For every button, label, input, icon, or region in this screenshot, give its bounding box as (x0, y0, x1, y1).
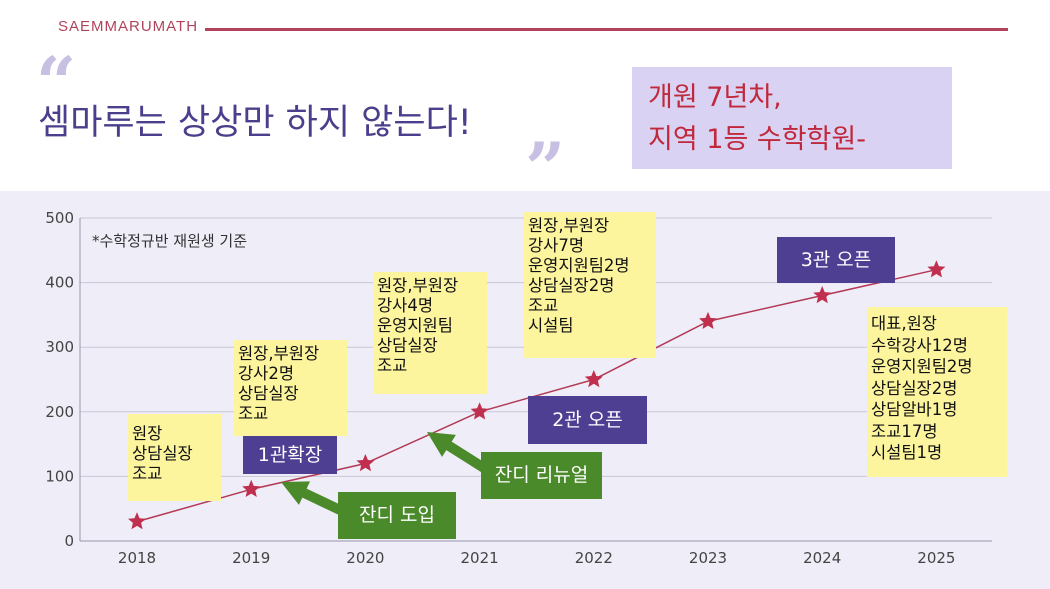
event-tag-3rd-open: 3관 오픈 (777, 237, 895, 283)
x-tick-label: 2025 (917, 549, 955, 567)
staff-line: 운영지원팀2명 (871, 357, 973, 376)
staff-line: 강사7명 (528, 236, 585, 255)
staff-line: 운영지원팀2명 (528, 256, 630, 275)
data-point-star (927, 260, 946, 278)
y-tick-label: 300 (45, 338, 74, 356)
staff-line: 강사2명 (238, 364, 295, 383)
callout-line-1: 개원 7년차, (648, 82, 782, 113)
arrow-jandi-renewal (427, 432, 487, 473)
x-tick-label: 2020 (346, 549, 384, 567)
staff-line: 시설팀 (528, 316, 574, 335)
y-tick-label: 100 (45, 467, 74, 485)
data-point-star (242, 479, 261, 497)
staff-line: 조교17명 (871, 421, 938, 441)
staff-note-2025: 대표,원장 수학강사12명 운영지원팀2명 상담실장2명 상담알바1명 조교17… (867, 307, 1007, 477)
staff-line: 상담실장2명 (871, 378, 958, 398)
callout-box: 개원 7년차, 지역 1등 수학학원- (632, 67, 952, 169)
staff-note-2019: 원장,부원장 강사2명 상담실장 조교 (234, 340, 347, 436)
callout-line-2: 지역 1등 수학학원- (648, 124, 866, 155)
staff-line: 강사4명 (377, 296, 434, 315)
data-point-star (584, 370, 603, 388)
x-tick-label: 2019 (232, 549, 270, 567)
series-line (136, 268, 937, 523)
event-tag-2nd-open: 2관 오픈 (528, 396, 647, 444)
brand-logo: SAEMMARUMATH (58, 18, 199, 35)
y-tick-label: 500 (45, 209, 74, 227)
arrow-jandi-intro (281, 481, 343, 515)
staff-line: 원장,부원장 (238, 344, 320, 363)
staff-line: 대표,원장 (871, 314, 937, 333)
staff-line: 상담알바1명 (871, 400, 958, 419)
page-title: 셈마루는 상상만 하지 않는다! (38, 103, 472, 143)
staff-line: 원장,부원장 (377, 276, 459, 295)
x-tick-label: 2024 (803, 549, 841, 567)
staff-line: 운영지원팀 (377, 316, 453, 335)
staff-line: 조교 (528, 296, 559, 315)
data-point-star (128, 512, 146, 530)
y-tick-label: 400 (45, 274, 74, 292)
staff-line: 시설팀1명 (871, 443, 943, 462)
staff-note-2018: 원장 상담실장 조교 (128, 414, 221, 501)
y-tick-label: 200 (45, 403, 74, 421)
x-tick-label: 2023 (689, 549, 727, 567)
staff-line: 원장,부원장 (528, 216, 610, 235)
data-point-star (356, 454, 375, 472)
staff-line: 조교 (238, 404, 269, 423)
staff-note-2022: 원장,부원장 강사7명 운영지원팀2명 상담실장2명 조교 시설팀 (524, 212, 656, 358)
quote-open-icon: “ (36, 41, 77, 124)
brand-divider (205, 28, 1008, 31)
event-tag-1st-expansion: 1관확장 (243, 436, 337, 474)
staff-line: 상담실장 (238, 384, 299, 403)
staff-line: 조교 (132, 464, 163, 483)
data-point-star (699, 311, 717, 329)
data-point-star (813, 286, 832, 304)
staff-line: 상담실장2명 (528, 276, 615, 295)
x-tick-label: 2022 (575, 549, 613, 567)
staff-line: 조교 (377, 356, 408, 375)
staff-line: 상담실장 (132, 444, 193, 463)
event-tag-jandi-intro: 잔디 도입 (338, 492, 456, 539)
x-tick-label: 2021 (461, 549, 499, 567)
staff-line: 원장 (132, 424, 163, 443)
staff-line: 수학강사12명 (871, 335, 968, 355)
data-point-star (470, 402, 489, 420)
x-tick-label: 2018 (118, 549, 156, 567)
event-tag-jandi-renewal: 잔디 리뉴얼 (481, 452, 602, 499)
staff-line: 상담실장 (377, 336, 438, 355)
staff-note-2020: 원장,부원장 강사4명 운영지원팀 상담실장 조교 (373, 272, 487, 394)
y-tick-label: 0 (64, 532, 74, 550)
chart-note: *수학정규반 재원생 기준 (92, 232, 248, 250)
